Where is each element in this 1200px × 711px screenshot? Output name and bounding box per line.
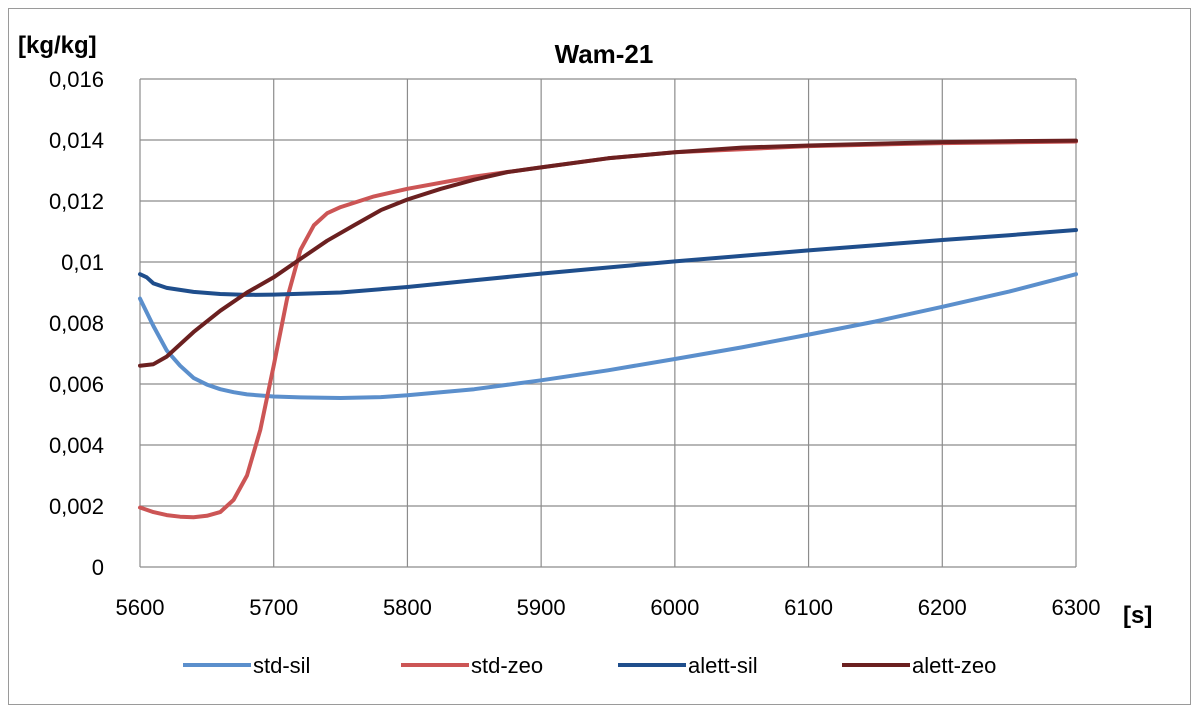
x-tick-label: 5800 [383, 595, 432, 620]
y-tick-label: 0,004 [49, 433, 104, 458]
y-tick-label: 0,016 [49, 67, 104, 92]
x-tick-label: 6300 [1052, 595, 1101, 620]
x-tick-label: 5700 [249, 595, 298, 620]
chart-frame [8, 8, 1191, 705]
legend-label-std-zeo: std-zeo [471, 653, 543, 678]
y-axis-unit-label: [kg/kg] [18, 32, 97, 59]
chart-title: Wam-21 [555, 39, 654, 69]
y-axis-ticks: 0 0,002 0,004 0,006 0,008 0,01 0,012 0,014 0,016 [49, 67, 104, 580]
y-tick-label: 0,012 [49, 189, 104, 214]
x-tick-label: 6100 [784, 595, 833, 620]
series-line-alett-zeo [138, 138, 1078, 368]
x-tick-label: 6000 [650, 595, 699, 620]
x-axis-unit-label: [s] [1123, 602, 1152, 629]
legend: std-sil std-zeo alett-sil alett-zeo [183, 653, 996, 678]
y-tick-label: 0,008 [49, 311, 104, 336]
y-tick-label: 0,014 [49, 128, 104, 153]
series-lines [138, 138, 1078, 520]
series-line-std-zeo [138, 139, 1078, 520]
grid [139, 78, 1077, 568]
legend-label-alett-zeo: alett-zeo [912, 653, 996, 678]
legend-label-std-sil: std-sil [253, 653, 310, 678]
series-line-std-sil [138, 272, 1078, 400]
y-tick-label: 0 [92, 555, 104, 580]
series-line-alett-sil [138, 228, 1078, 297]
y-tick-label: 0,006 [49, 372, 104, 397]
y-tick-label: 0,002 [49, 494, 104, 519]
x-tick-label: 5900 [517, 595, 566, 620]
y-tick-label: 0,01 [61, 250, 104, 275]
x-tick-label: 6200 [918, 595, 967, 620]
legend-label-alett-sil: alett-sil [688, 653, 758, 678]
x-axis-ticks: 5600 5700 5800 5900 6000 6100 6200 6300 [116, 595, 1101, 620]
x-tick-label: 5600 [116, 595, 165, 620]
